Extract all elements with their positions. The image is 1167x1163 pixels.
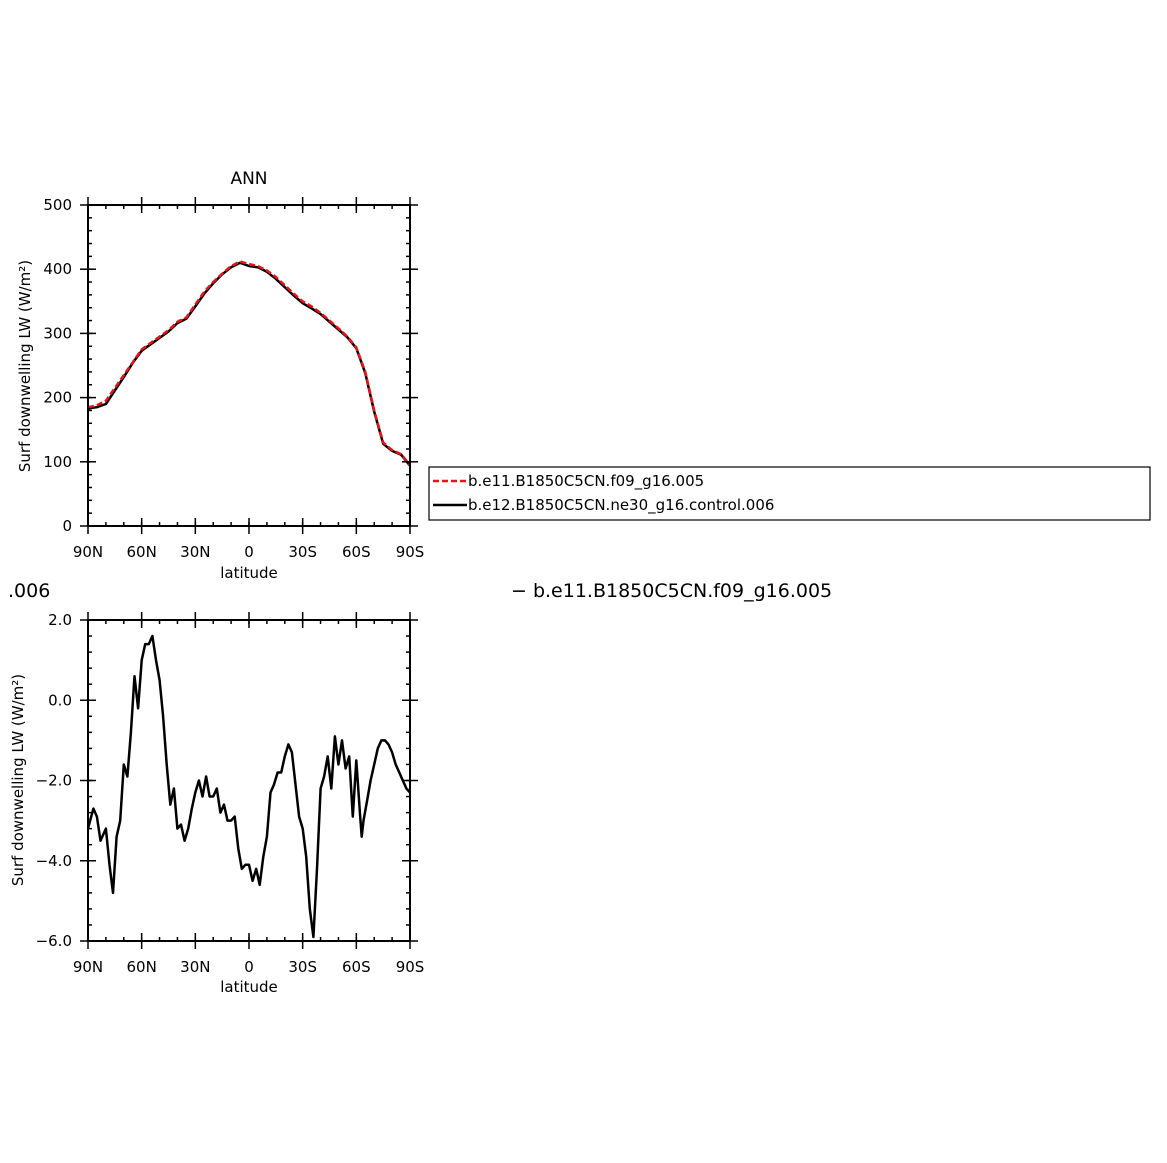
xtick-label-0-4: 30S: [288, 543, 317, 561]
ytick-label-1-4: 2.0: [48, 611, 72, 629]
xtick-label-1-6: 90S: [396, 958, 425, 976]
series-line-1-0: [86, 634, 411, 939]
stray-text-right: − b.e11.B1850C5CN.f09_g16.005: [511, 580, 832, 602]
series-line-0-0: [87, 260, 411, 466]
bottom-plot-frame: [87, 619, 411, 942]
xtick-label-1-4: 30S: [288, 958, 317, 976]
xtick-label-0-6: 90S: [396, 543, 425, 561]
ytick-label-0-5: 500: [43, 196, 72, 214]
legend-label-1: b.e11.B1850C5CN.f09_g16.005: [468, 472, 704, 491]
top-xlabel: latitude: [220, 564, 278, 582]
ytick-label-0-2: 200: [43, 389, 72, 407]
xtick-label-0-1: 60N: [127, 543, 157, 561]
bottom-xlabel: latitude: [220, 978, 278, 996]
ytick-label-1-1: −4.0: [36, 852, 72, 870]
top-ticks: 0 100 200 300 400 500 90N 60N 30N 0 30S 60S 90S: [43, 196, 424, 561]
ytick-label-0-3: 300: [43, 324, 72, 342]
xtick-label-0-2: 30N: [180, 543, 210, 561]
ytick-label-1-0: −6.0: [36, 932, 72, 950]
xtick-label-1-5: 60S: [342, 958, 371, 976]
xtick-label-1-3: 0: [244, 958, 254, 976]
legend: b.e11.B1850C5CN.f09_g16.005 b.e12.B1850C…: [428, 466, 1151, 521]
legend-box: [428, 466, 1151, 521]
bottom-ylabel: Surf downwelling LW (W/m²): [9, 674, 27, 886]
ytick-label-1-3: 0.0: [48, 691, 72, 709]
bottom-ticks: −6.0 −4.0 −2.0 0.0 2.0 90N 60N 30N 0 30S 60S 90S: [36, 611, 425, 976]
xtick-label-1-2: 30N: [180, 958, 210, 976]
bottom-series-group: [86, 634, 411, 939]
ytick-label-0-1: 100: [43, 453, 72, 471]
ytick-label-1-2: −2.0: [36, 772, 72, 790]
ytick-label-0-0: 0: [62, 517, 72, 535]
top-ylabel: Surf downwelling LW (W/m²): [16, 260, 34, 472]
xtick-label-1-1: 60N: [127, 958, 157, 976]
legend-label-2: b.e12.B1850C5CN.ne30_g16.control.006: [468, 496, 774, 515]
ytick-label-0-4: 400: [43, 260, 72, 278]
xtick-label-1-0: 90N: [73, 958, 103, 976]
bottom-panel: −6.0 −4.0 −2.0 0.0 2.0 90N 60N 30N 0 30S 60S 90S la…: [9, 611, 424, 996]
top-series-group: [87, 260, 411, 467]
xtick-label-0-5: 60S: [342, 543, 371, 561]
stray-text-left: .006: [8, 580, 50, 602]
xtick-label-0-0: 90N: [73, 543, 103, 561]
xtick-label-0-3: 0: [244, 543, 254, 561]
top-title: ANN: [230, 169, 267, 189]
